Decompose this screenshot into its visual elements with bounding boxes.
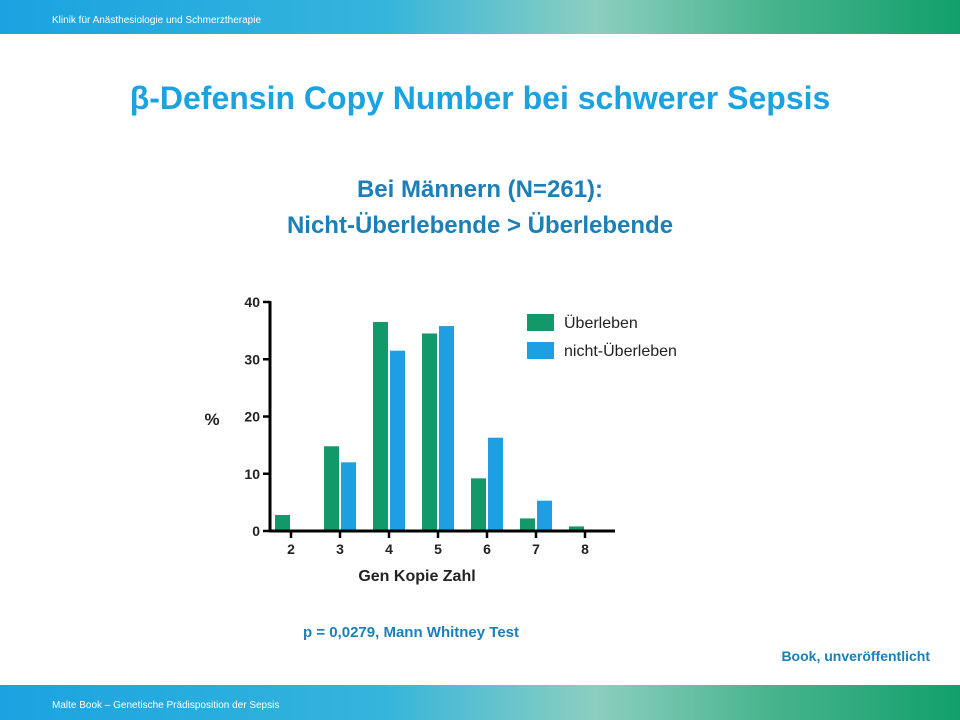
x-tick-label: 3	[336, 541, 344, 557]
x-axis-label: Gen Kopie Zahl	[358, 568, 475, 585]
bar-ueberleben	[324, 446, 339, 530]
x-tick-label: 4	[385, 541, 393, 557]
bar-ueberleben	[471, 478, 486, 530]
header-bar: Klinik für Anästhesiologie und Schmerzth…	[0, 0, 960, 34]
y-tick-label: 30	[244, 351, 260, 367]
footer-text: Malte Book – Genetische Prädisposition d…	[52, 700, 280, 711]
y-tick-label: 20	[244, 409, 260, 425]
bar-chart: 0 10 20 30 40% 2 3 4 5 6 7 8 Gen Kopie Zahl Überleben…	[204, 294, 677, 585]
header-text: Klinik für Anästhesiologie und Schmerzth…	[52, 15, 262, 26]
bar-ueberleben	[275, 514, 290, 530]
slide-title: β-Defensin Copy Number bei schwerer Seps…	[0, 80, 960, 117]
beta-symbol: β	[129, 80, 150, 116]
bar-nicht-ueberleben	[341, 462, 356, 530]
x-tick-label: 8	[581, 541, 589, 557]
footer-bar: Malte Book – Genetische Prädisposition d…	[0, 685, 960, 720]
subtitle-line-2: Nicht-Überlebende > Überlebende	[286, 212, 674, 239]
y-tick-label: 40	[244, 294, 260, 310]
bar-nicht-ueberleben	[488, 437, 503, 530]
legend-swatch	[527, 314, 554, 331]
x-tick-label: 7	[532, 541, 540, 557]
bar-nicht-ueberleben	[390, 350, 405, 530]
bar-ueberleben	[422, 333, 437, 530]
slide-title-text: -Defensin Copy Number bei schwerer Sepsi…	[149, 80, 831, 116]
y-tick-label: 10	[244, 466, 260, 482]
p-value-note: p = 0,0279, Mann Whitney Test	[302, 624, 520, 641]
y-tick-label: 0	[252, 523, 260, 539]
source-note: Book, unveröffentlicht	[781, 648, 930, 664]
bar-ueberleben	[373, 322, 388, 530]
legend-swatch	[527, 342, 554, 359]
x-tick-label: 5	[434, 541, 442, 557]
legend-label: Überleben	[564, 314, 638, 332]
subtitle-line-1: Bei Männern (N=261):	[356, 176, 604, 203]
bar-ueberleben	[520, 518, 535, 530]
x-tick-label: 6	[483, 541, 491, 557]
legend-label: nicht-Überleben	[564, 342, 677, 360]
x-tick-label: 2	[287, 541, 295, 557]
bar-nicht-ueberleben	[439, 326, 454, 530]
bar-ueberleben	[569, 526, 584, 530]
bar-nicht-ueberleben	[537, 500, 552, 530]
y-axis-label: %	[204, 410, 219, 429]
